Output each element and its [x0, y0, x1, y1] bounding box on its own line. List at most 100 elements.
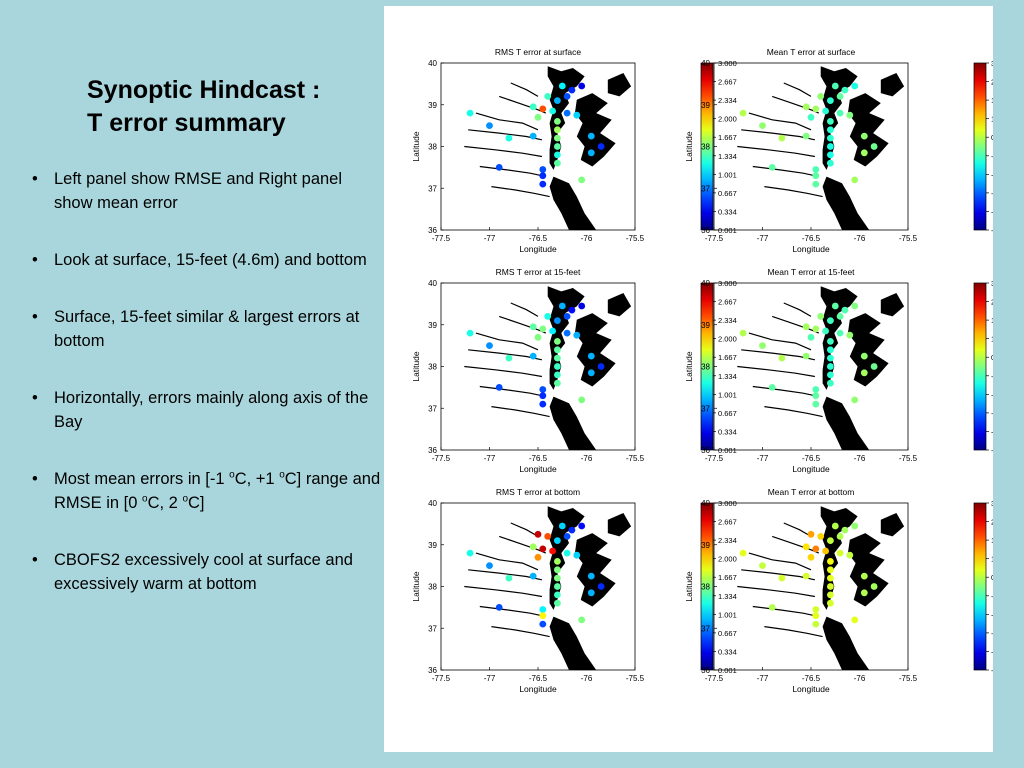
x-tick-label: -77.5: [432, 234, 451, 243]
station-point: [486, 342, 493, 349]
x-tick-label: -76.5: [529, 674, 548, 683]
station-point: [827, 317, 834, 324]
station-point: [812, 392, 820, 400]
y-tick-label: 37: [428, 624, 437, 633]
x-tick-label: -77.5: [705, 454, 724, 463]
colorbar-tick-label: 2.333: [991, 78, 993, 87]
y-tick-label: 36: [701, 666, 710, 675]
y-tick-label: 40: [701, 279, 710, 288]
colorbar-tick-label: 1.667: [718, 353, 737, 362]
x-tick-label: -76.5: [802, 674, 821, 683]
x-tick-label: -75.5: [626, 234, 645, 243]
station-point: [778, 574, 786, 582]
x-tick-label: -77: [757, 674, 769, 683]
station-point: [534, 530, 542, 538]
station-point: [544, 313, 552, 320]
colorbar-tick-label: 1.667: [718, 573, 737, 582]
station-point: [554, 354, 561, 362]
coastline-land: [847, 313, 889, 387]
chart-panel-1: RMS T error at surface -77.5 -77 -76.5 -76 -7…: [411, 47, 737, 254]
station-point: [827, 599, 834, 607]
station-point: [587, 352, 595, 360]
station-point: [860, 369, 868, 377]
station-point: [831, 302, 839, 310]
slide-title: Synoptic Hindcast : T error summary: [87, 74, 377, 140]
x-axis-label: Longitude: [792, 464, 830, 474]
station-point: [827, 354, 834, 362]
x-tick-label: -76: [854, 454, 866, 463]
coastline-land: [549, 176, 597, 230]
x-tick-label: -76: [581, 454, 593, 463]
colorbar-tick-label: -3.000: [991, 666, 993, 675]
colorbar-tick-label: -1.667: [991, 189, 993, 198]
colorbar-tick-label: 0.001: [718, 226, 737, 235]
colorbar-tick-label: -0.333: [991, 592, 993, 601]
figure-panel: RMS T error at surface -77.5 -77 -76.5 -76 -7…: [384, 6, 993, 752]
station-point: [505, 354, 513, 362]
y-tick-label: 36: [428, 446, 437, 455]
bullet-item: • Most mean errors in [-1 oC, +1 oC] rang…: [32, 469, 381, 512]
station-point: [529, 352, 537, 360]
station-point: [841, 526, 849, 534]
station-point: [495, 384, 503, 391]
station-point: [841, 306, 849, 314]
colorbar-tick-label: 0.001: [718, 666, 737, 675]
x-tick-label: -77: [484, 454, 496, 463]
colorbar-tick-label: 2.667: [718, 298, 737, 307]
station-point: [870, 583, 878, 590]
colorbar: [973, 502, 987, 671]
title-line-2: T error summary: [87, 109, 286, 137]
colorbar-tick-label: 2.334: [718, 536, 737, 545]
y-tick-label: 37: [428, 184, 437, 193]
station-point: [812, 105, 820, 113]
station-point: [539, 166, 547, 173]
station-point: [778, 354, 786, 362]
bullet-item: • Left panel show RMSE and Right panel sh…: [32, 170, 343, 212]
colorbar: [700, 502, 714, 671]
y-tick-label: 40: [428, 59, 437, 68]
station-point: [802, 103, 810, 111]
station-point: [554, 338, 561, 345]
river-line: [510, 302, 539, 317]
station-point: [836, 93, 844, 100]
station-point: [554, 599, 561, 607]
station-point: [851, 616, 859, 624]
x-tick-label: -76.5: [529, 234, 548, 243]
bullet-item: • CBOFS2 excessively cool at surface and …: [32, 551, 353, 593]
colorbar-tick-label: 1.667: [991, 536, 993, 545]
station-point: [739, 549, 747, 557]
station-point: [554, 591, 561, 599]
station-point: [529, 543, 537, 551]
chart-panel-3: RMS T error at 15-feet -77.5 -77 -76.5 -76 -7…: [411, 267, 737, 474]
station-point: [549, 547, 556, 555]
colorbar-tick-label: 1.001: [718, 390, 737, 399]
colorbar-tick-label: -2.333: [991, 207, 993, 216]
colorbar-tick-label: 0.667: [718, 409, 737, 418]
station-point: [860, 572, 868, 580]
station-point: [554, 126, 561, 134]
station-point: [534, 553, 542, 561]
station-point: [578, 302, 586, 310]
y-tick-label: 38: [701, 363, 710, 372]
chart-title: RMS T error at bottom: [496, 487, 580, 497]
x-tick-label: -75.5: [899, 454, 918, 463]
colorbar-tick-label: 1.667: [718, 133, 737, 142]
station-point: [812, 545, 820, 553]
station-point: [597, 363, 605, 370]
bullet-text: Horizontally, errors mainly along axis o…: [54, 389, 369, 431]
y-tick-label: 38: [428, 363, 437, 372]
colorbar-tick-label: 2.334: [718, 316, 737, 325]
coastline-land: [574, 313, 616, 387]
station-point: [812, 400, 820, 408]
station-point: [495, 604, 503, 611]
station-point: [568, 306, 576, 314]
station-point: [554, 558, 561, 565]
river-line: [783, 522, 812, 537]
y-tick-label: 38: [428, 143, 437, 152]
station-point: [486, 562, 493, 569]
colorbar: [973, 62, 987, 231]
river-line: [772, 535, 820, 554]
coastline-land: [549, 396, 597, 450]
station-point: [466, 109, 474, 117]
river-line: [783, 82, 812, 97]
